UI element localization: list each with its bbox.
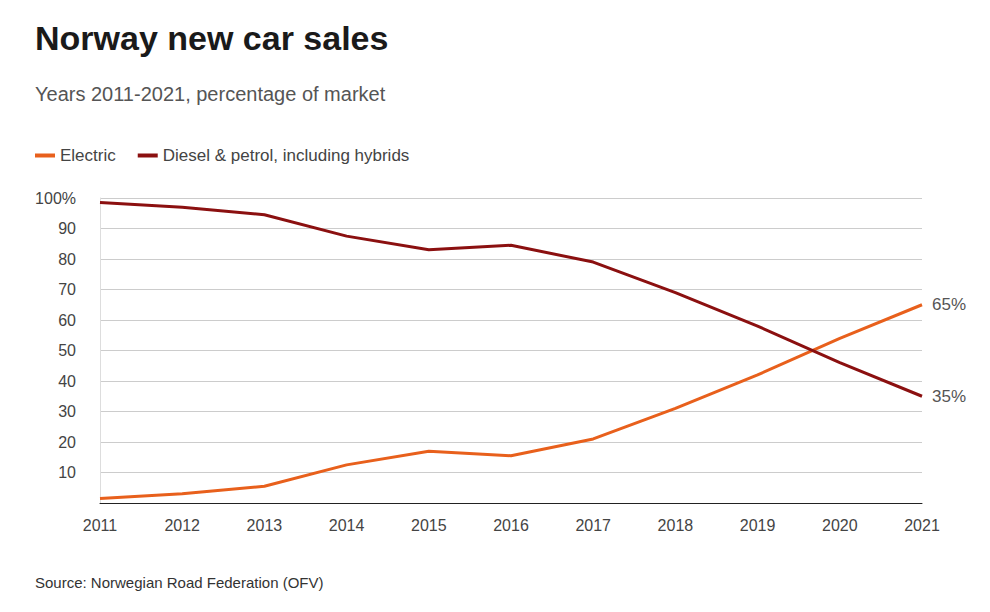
- svg-text:Electric: Electric: [60, 146, 116, 165]
- svg-text:2012: 2012: [164, 517, 200, 534]
- svg-text:2020: 2020: [822, 517, 858, 534]
- svg-text:20: 20: [58, 434, 76, 451]
- svg-text:2013: 2013: [247, 517, 283, 534]
- svg-text:35%: 35%: [932, 387, 966, 406]
- svg-text:10: 10: [58, 464, 76, 481]
- svg-text:2021: 2021: [904, 517, 940, 534]
- svg-text:Diesel & petrol, including hyb: Diesel & petrol, including hybrids: [163, 146, 410, 165]
- svg-text:2018: 2018: [658, 517, 694, 534]
- svg-text:60: 60: [58, 312, 76, 329]
- svg-text:2011: 2011: [83, 517, 118, 534]
- svg-text:2016: 2016: [493, 517, 529, 534]
- svg-text:2019: 2019: [740, 517, 776, 534]
- svg-text:65%: 65%: [932, 295, 966, 314]
- svg-text:50: 50: [58, 342, 76, 359]
- svg-text:2017: 2017: [575, 517, 611, 534]
- svg-text:2014: 2014: [329, 517, 365, 534]
- svg-text:80: 80: [58, 251, 76, 268]
- svg-text:Years 2011-2021, percentage of: Years 2011-2021, percentage of market: [35, 83, 386, 105]
- svg-text:100%: 100%: [35, 190, 76, 207]
- svg-text:Source: Norwegian Road Federat: Source: Norwegian Road Federation (OFV): [35, 574, 323, 591]
- svg-text:70: 70: [58, 281, 76, 298]
- svg-text:30: 30: [58, 403, 76, 420]
- svg-text:2015: 2015: [411, 517, 447, 534]
- svg-text:40: 40: [58, 373, 76, 390]
- svg-text:90: 90: [58, 220, 76, 237]
- svg-text:Norway new car sales: Norway new car sales: [35, 19, 388, 57]
